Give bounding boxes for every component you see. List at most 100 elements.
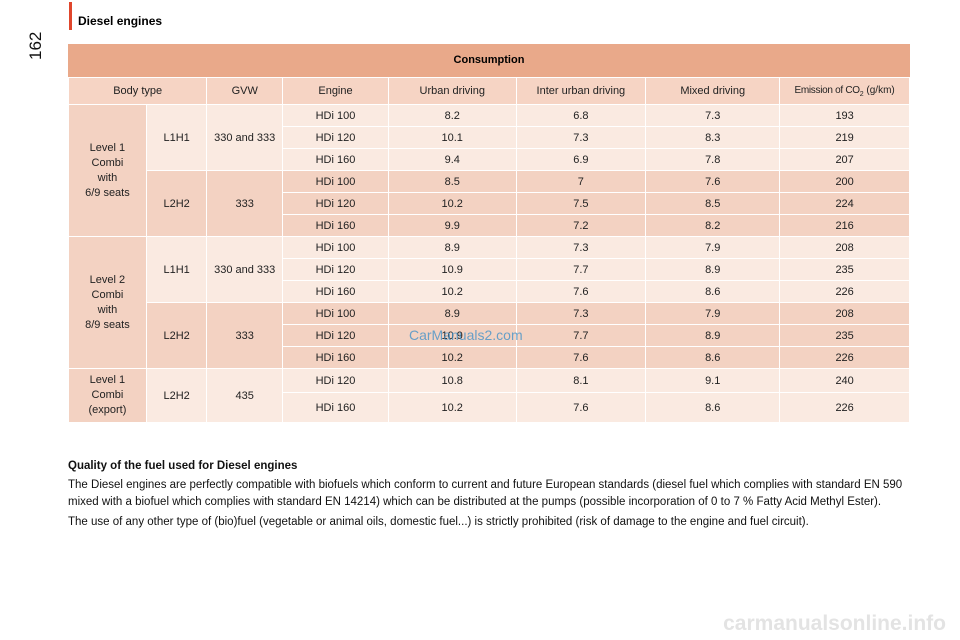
section-accent-bar (69, 2, 72, 30)
gvw-cell: 333 (206, 170, 284, 237)
inter-cell: 7.7 (515, 324, 647, 347)
body-type-line: Level 1 (89, 141, 126, 154)
table-row: Level 2 Combi with 8/9 seats L1H1 330 and 333… (68, 236, 910, 369)
co2-cell: 240 (779, 368, 910, 393)
urban-cell: 10.9 (387, 324, 517, 347)
urban-cell: 8.9 (387, 236, 517, 259)
table-row: HDi 120 10.2 7.5 8.5 224 (69, 192, 910, 215)
mixed-cell: 8.6 (645, 392, 781, 423)
urban-cell: 10.2 (387, 192, 517, 215)
urban-cell: 10.2 (387, 392, 517, 423)
model-cell: L2H2 (145, 302, 208, 369)
body-type-line: (export) (88, 404, 127, 416)
table-row: L2H2 333 HDi 100 8.5 7 7.6 200 (69, 170, 910, 237)
urban-cell: 8.2 (387, 104, 517, 127)
engine-cell: HDi 160 (282, 280, 389, 303)
notes-paragraph: The use of any other type of (bio)fuel (… (68, 516, 809, 528)
engine-cell: HDi 120 (282, 324, 389, 347)
urban-cell: 10.9 (387, 258, 517, 281)
model-cell: L1H1 (145, 236, 208, 303)
gvw-cell: 330 and 333 (206, 104, 284, 171)
inter-cell: 7.6 (515, 392, 647, 423)
model-cell: L2H2 (145, 170, 208, 237)
engine-cell: HDi 160 (282, 392, 389, 423)
inter-cell: 7.5 (515, 192, 647, 215)
engine-cell: HDi 120 (282, 258, 389, 281)
body-type-line: Level 2 (89, 273, 126, 286)
gvw-cell: 333 (206, 302, 284, 369)
inter-cell: 7.6 (515, 346, 647, 369)
inter-cell: 8.1 (515, 368, 647, 393)
inter-cell: 7.3 (515, 302, 647, 325)
mixed-cell: 7.9 (645, 236, 781, 259)
table-row: L2H2 333 HDi 100 8.9 7.3 7.9 208 (69, 302, 910, 369)
body-type-cell: Level 2 Combi with 8/9 seats (68, 236, 147, 369)
engine-cell: HDi 100 (282, 104, 389, 127)
urban-cell: 8.9 (387, 302, 517, 325)
mixed-cell: 8.6 (645, 280, 781, 303)
notes-title: Quality of the fuel used for Diesel engi… (68, 460, 298, 472)
table-title: Consumption (68, 44, 910, 77)
urban-cell: 10.8 (387, 368, 517, 393)
emission-unit: (g/km) (863, 84, 895, 96)
gvw-cell: 330 and 333 (206, 236, 284, 303)
mixed-cell: 7.3 (645, 104, 781, 127)
engine-cell: HDi 120 (282, 126, 389, 149)
engine-cell: HDi 120 (282, 192, 389, 215)
gvw-cell: 435 (206, 368, 284, 423)
inter-cell: 7.3 (515, 126, 647, 149)
body-type-line: Combi (91, 389, 124, 401)
col-gvw: GVW (206, 77, 284, 105)
col-inter-urban: Inter urban driving (515, 77, 647, 105)
mixed-cell: 8.3 (645, 126, 781, 149)
consumption-table: Consumption Body type GVW Engine Urban d… (67, 44, 910, 423)
column-header-row: Body type GVW Engine Urban driving Inter… (67, 77, 910, 105)
emission-label: Emission of CO (794, 84, 860, 96)
table-row: Level 1 Combi (export) L2H2 435 HDi 120 10.8 8.… (68, 368, 910, 423)
table-body: Level 1 Combi with 6/9 seats L1H1 330 and 333… (68, 104, 910, 423)
co2-cell: 235 (779, 324, 910, 347)
engine-cell: HDi 160 (282, 214, 389, 237)
co2-cell: 207 (779, 148, 910, 171)
body-type-cell: Level 1 Combi with 6/9 seats (68, 104, 147, 237)
engine-cell: HDi 160 (282, 346, 389, 369)
fuel-quality-notes: Quality of the fuel used for Diesel engi… (68, 458, 908, 534)
body-type-line: Combi (91, 156, 124, 169)
body-type-line: 8/9 seats (85, 318, 130, 331)
engine-cell: HDi 100 (282, 302, 389, 325)
model-cell: L1H1 (145, 104, 208, 171)
mixed-cell: 8.5 (645, 192, 781, 215)
co2-cell: 216 (779, 214, 910, 237)
table-row: HDi 120 10.1 7.3 8.3 219 (69, 126, 910, 149)
section-title: Diesel engines (78, 14, 163, 28)
engine-cell: HDi 160 (282, 148, 389, 171)
watermark-text: CarManuals2.com (409, 327, 523, 343)
inter-cell: 7.6 (515, 280, 647, 303)
col-mixed: Mixed driving (645, 77, 781, 105)
col-emission: Emission of CO2 (g/km) (779, 77, 910, 105)
body-type-cell: Level 1 Combi (export) (68, 368, 147, 423)
mixed-cell: 8.2 (645, 214, 781, 237)
body-type-line: Level 1 (89, 374, 126, 386)
engine-cell: HDi 120 (282, 368, 389, 393)
mixed-cell: 8.6 (645, 346, 781, 369)
co2-cell: 193 (779, 104, 910, 127)
mixed-cell: 8.9 (645, 258, 781, 281)
co2-cell: 226 (779, 392, 910, 423)
body-type-line: with (97, 303, 118, 316)
emission-subscript: 2 (859, 91, 864, 99)
body-type-line: Combi (91, 288, 124, 301)
table-row: Level 1 Combi with 6/9 seats L1H1 330 and 333… (68, 104, 910, 237)
inter-cell: 6.8 (515, 104, 647, 127)
urban-cell: 8.5 (387, 170, 517, 193)
footer-watermark: carmanualsonline.info (723, 612, 946, 635)
inter-cell: 7.2 (515, 214, 647, 237)
co2-cell: 224 (779, 192, 910, 215)
engine-cell: HDi 100 (282, 170, 389, 193)
co2-cell: 226 (779, 346, 910, 369)
co2-cell: 200 (779, 170, 910, 193)
mixed-cell: 7.9 (645, 302, 781, 325)
table-row: HDi 160 10.2 7.6 8.6 226 (69, 280, 910, 303)
inter-cell: 7.3 (515, 236, 647, 259)
urban-cell: 10.2 (387, 280, 517, 303)
